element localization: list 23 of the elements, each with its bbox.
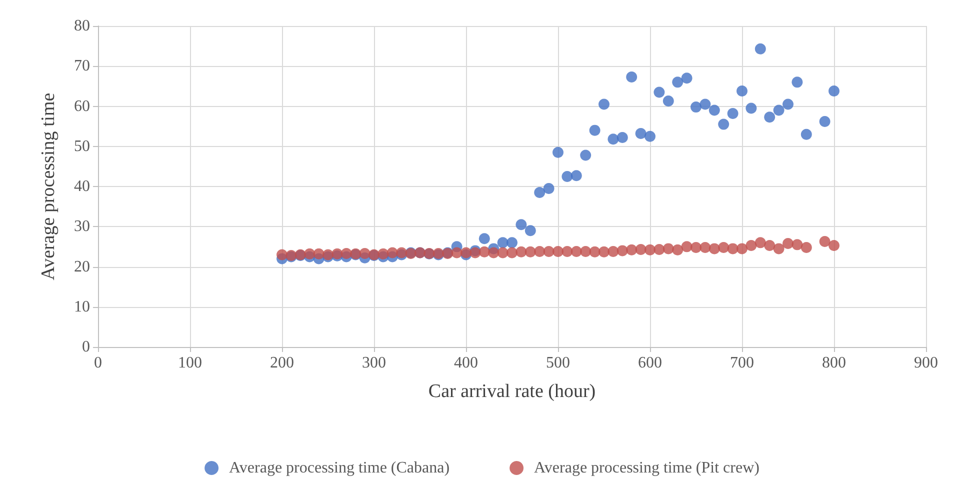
y-tick-label: 20 <box>74 258 90 276</box>
x-tick-label: 500 <box>546 354 570 372</box>
y-tick-label: 10 <box>74 298 90 316</box>
y-tick-label: 30 <box>74 218 90 236</box>
x-tick-label: 400 <box>454 354 478 372</box>
x-tick-label: 700 <box>730 354 754 372</box>
legend-label: Average processing time (Cabana) <box>229 460 450 476</box>
y-axis-title: Average processing time <box>38 92 59 280</box>
x-axis-title: Car arrival rate (hour) <box>428 381 596 402</box>
y-tick-label: 70 <box>74 58 90 75</box>
legend-label: Average processing time (Pit crew) <box>534 460 760 476</box>
x-tick-label: 100 <box>178 354 202 372</box>
x-tick-label: 900 <box>914 354 938 372</box>
x-tick-label: 800 <box>822 354 846 372</box>
y-tick-label: 40 <box>74 178 90 195</box>
y-tick-label: 60 <box>74 98 90 115</box>
y-tick-label: 80 <box>74 18 90 34</box>
x-tick-label: 200 <box>270 354 294 372</box>
y-tick-label: 50 <box>74 138 90 155</box>
x-tick-label: 0 <box>94 354 102 372</box>
x-tick-label: 600 <box>638 354 662 372</box>
y-tick-label: 0 <box>82 338 90 356</box>
x-tick-label: 300 <box>362 354 386 372</box>
